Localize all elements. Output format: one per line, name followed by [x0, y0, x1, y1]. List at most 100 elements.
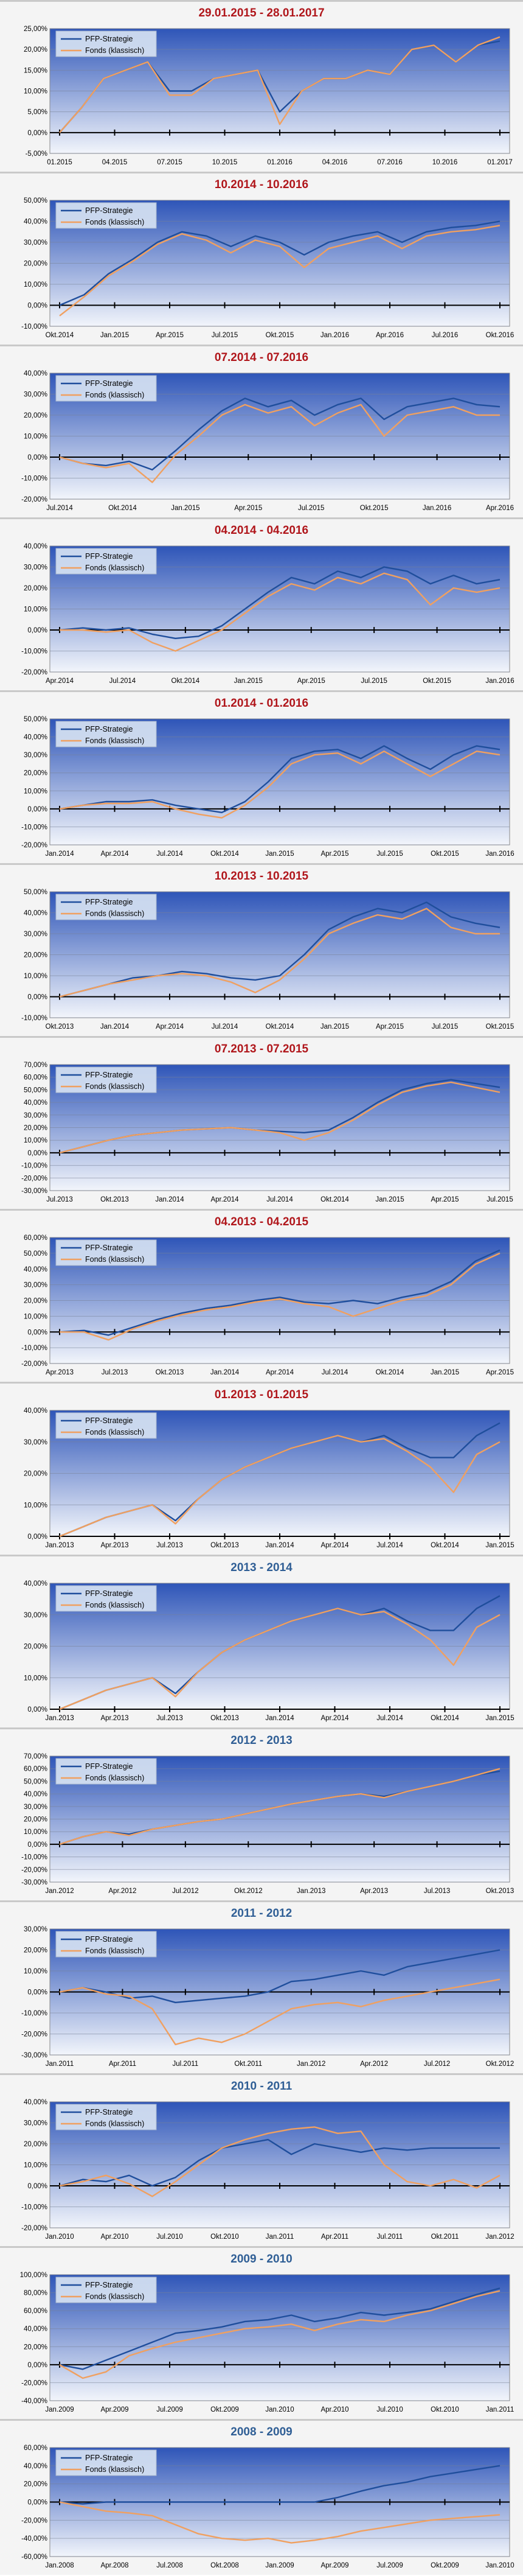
- y-tick-label: 20,00%: [24, 2481, 47, 2488]
- y-tick-label: -10,00%: [21, 1163, 47, 1170]
- legend-label: PFP-Strategie: [85, 2454, 133, 2462]
- x-tick-label: Jul.2014: [322, 1369, 348, 1376]
- x-tick-label: Okt.2014: [266, 1023, 294, 1031]
- x-tick-label: Jan.2011: [46, 2060, 74, 2068]
- x-tick-label: Jan.2012: [45, 1888, 74, 1895]
- y-tick-label: 30,00%: [24, 931, 47, 938]
- chart-svg: 2013 - 2014 0,00% 10,00% 20,00% 30,00% 40,00%…: [24, 1561, 514, 1722]
- chart-title: 2011 - 2012: [231, 1907, 292, 1920]
- y-tick-label: 20,00%: [24, 585, 47, 592]
- x-tick-label: Okt.2010: [431, 2406, 459, 2413]
- x-tick-label: Jan.2016: [485, 677, 514, 685]
- chart-svg: 01.2014 - 01.2016 -20,00% -10,00% 0,00% 10,0…: [21, 697, 514, 858]
- legend-label: PFP-Strategie: [85, 206, 133, 215]
- legend-label: PFP-Strategie: [85, 1416, 133, 1425]
- legend-label: Fonds (klassisch): [85, 1082, 144, 1091]
- legend-label: Fonds (klassisch): [85, 46, 144, 55]
- x-tick-label: Jan.2013: [45, 1715, 74, 1722]
- y-tick-label: 50,00%: [24, 197, 47, 205]
- legend: [55, 202, 157, 229]
- x-tick-label: Apr.2014: [266, 1369, 294, 1376]
- x-tick-label: Okt.2013: [210, 1542, 239, 1549]
- y-tick-label: 0,00%: [27, 1989, 47, 1997]
- y-tick-label: 10,00%: [24, 2162, 47, 2169]
- x-tick-label: Jan.2014: [100, 1023, 130, 1031]
- series-line: [59, 2126, 500, 2197]
- y-tick-label: -20,00%: [21, 1360, 47, 1368]
- y-tick-label: 20,00%: [24, 1298, 47, 1305]
- x-tick-label: Jan.2008: [45, 2562, 74, 2569]
- y-tick-label: 30,00%: [24, 1439, 47, 1446]
- legend-label: PFP-Strategie: [85, 1589, 133, 1598]
- x-tick-label: Jul.2015: [298, 505, 324, 512]
- chart-panel: 2011 - 2012 -30,00% -20,00% -10,00% 0,00% 10,…: [0, 1900, 523, 2073]
- series-line: [59, 397, 500, 471]
- y-tick-label: 20,00%: [24, 2141, 47, 2148]
- legend: [55, 1585, 157, 1612]
- chart-svg: 10.2013 - 10.2015 -10,00% 0,00% 10,00% 20,00…: [21, 870, 514, 1031]
- y-tick-label: 10,00%: [24, 1968, 47, 1975]
- chart-svg: 01.2013 - 01.2015 0,00% 10,00% 20,00% 30,00%…: [24, 1388, 514, 1549]
- x-tick-label: Jan.2015: [234, 677, 263, 685]
- series-line: [59, 2465, 500, 2505]
- series-line: [59, 404, 500, 483]
- legend: [55, 1066, 157, 1093]
- y-tick-label: 20,00%: [24, 2343, 47, 2351]
- x-tick-label: Apr.2013: [100, 1542, 128, 1549]
- x-tick-label: Jul.2009: [376, 2562, 403, 2569]
- x-tick-label: Apr.2014: [156, 1023, 184, 1031]
- x-tick-label: Jul.2014: [266, 1196, 293, 1203]
- x-tick-label: Jul.2014: [46, 505, 73, 512]
- x-tick-label: Apr.2015: [431, 1196, 459, 1203]
- x-tick-label: Jan.2014: [155, 1196, 184, 1203]
- y-tick-label: 30,00%: [24, 1112, 47, 1119]
- y-tick-label: 20,00%: [24, 770, 47, 777]
- x-tick-label: Okt.2012: [486, 2060, 514, 2068]
- y-tick-label: 10,00%: [24, 1137, 47, 1144]
- series-line: [59, 2138, 500, 2187]
- chart-svg: 2009 - 2010 -40,00% -20,00% 0,00% 20,00% 40,0…: [20, 2253, 514, 2413]
- legend-label: Fonds (klassisch): [85, 218, 144, 226]
- y-tick-label: -10,00%: [21, 1015, 47, 1022]
- legend-label: PFP-Strategie: [85, 1071, 133, 1079]
- legend-label: PFP-Strategie: [85, 898, 133, 906]
- legend: [55, 721, 157, 747]
- x-tick-label: Apr.2015: [320, 850, 348, 858]
- x-tick-label: 04.2016: [322, 159, 348, 166]
- x-tick-label: Jan.2016: [485, 850, 514, 858]
- x-tick-label: Jul.2012: [172, 1888, 198, 1895]
- chart-panel: 2010 - 2011 -20,00% -10,00% 0,00% 10,00% 20,0…: [0, 2073, 523, 2246]
- series-line: [59, 1608, 500, 1710]
- y-tick-label: 40,00%: [24, 1407, 47, 1415]
- x-tick-label: Apr.2011: [109, 2060, 136, 2068]
- y-tick-label: 80,00%: [24, 2290, 47, 2297]
- x-tick-label: Jan.2012: [485, 2233, 514, 2241]
- x-tick-label: Apr.2012: [108, 1888, 136, 1895]
- chart-svg: 07.2014 - 07.2016 -20,00% -10,00% 0,00% 10,0…: [21, 351, 514, 512]
- y-tick-label: -60,00%: [21, 2553, 47, 2561]
- y-tick-label: 0,00%: [27, 1706, 47, 1713]
- legend-label: Fonds (klassisch): [85, 2292, 144, 2301]
- y-tick-label: 40,00%: [24, 1266, 47, 1273]
- chart-title: 10.2014 - 10.2016: [215, 178, 308, 191]
- x-tick-label: Apr.2015: [297, 677, 325, 685]
- chart-title: 29.01.2015 - 28.01.2017: [198, 7, 324, 19]
- x-tick-label: Okt.2014: [431, 1542, 459, 1549]
- chart-panel: 2009 - 2010 -40,00% -20,00% 0,00% 20,00% 40,0…: [0, 2246, 523, 2419]
- x-tick-label: Okt.2015: [266, 332, 294, 339]
- x-tick-label: Jul.2013: [102, 1369, 128, 1376]
- chart-svg: 29.01.2015 - 28.01.2017 -5,00% 0,00% 5,00% 1…: [24, 7, 513, 166]
- series-line: [59, 566, 500, 640]
- chart-title: 2010 - 2011: [231, 2080, 293, 2093]
- y-tick-label: 10,00%: [24, 1675, 47, 1682]
- x-tick-label: Apr.2008: [100, 2562, 128, 2569]
- x-tick-label: Jan.2009: [265, 2562, 294, 2569]
- y-tick-label: 50,00%: [24, 716, 47, 723]
- series-line: [59, 901, 500, 998]
- y-tick-label: -20,00%: [21, 1866, 47, 1874]
- series-line: [59, 745, 500, 814]
- x-tick-label: Jul.2013: [156, 1715, 182, 1722]
- y-tick-label: 100,00%: [20, 2272, 47, 2279]
- y-tick-label: 40,00%: [24, 1099, 47, 1107]
- y-tick-label: -40,00%: [21, 2398, 47, 2405]
